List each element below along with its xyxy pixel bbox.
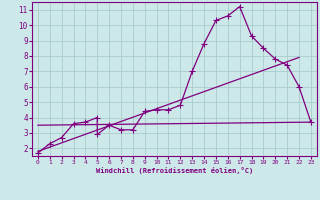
X-axis label: Windchill (Refroidissement éolien,°C): Windchill (Refroidissement éolien,°C) [96, 167, 253, 174]
